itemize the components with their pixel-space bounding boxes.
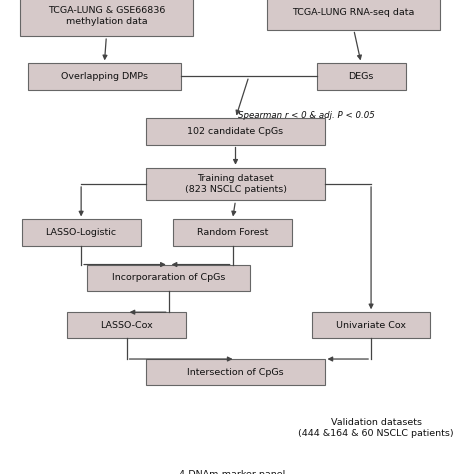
FancyBboxPatch shape: [128, 462, 337, 474]
FancyBboxPatch shape: [22, 219, 140, 246]
Text: Incorporaration of CpGs: Incorporaration of CpGs: [112, 273, 226, 282]
Text: Intersection of CpGs: Intersection of CpGs: [187, 368, 284, 377]
FancyBboxPatch shape: [312, 312, 430, 338]
FancyBboxPatch shape: [20, 0, 193, 36]
FancyBboxPatch shape: [87, 264, 250, 291]
Text: TCGA-LUNG RNA-seq data: TCGA-LUNG RNA-seq data: [292, 8, 415, 17]
Text: Random Forest: Random Forest: [197, 228, 268, 237]
Text: Training dataset
(823 NSCLC patients): Training dataset (823 NSCLC patients): [184, 174, 286, 194]
Text: Overlapping DMPs: Overlapping DMPs: [61, 72, 148, 81]
Text: Validation datasets
(444 &164 & 60 NSCLC patients): Validation datasets (444 &164 & 60 NSCLC…: [298, 418, 454, 438]
Text: LASSO-Logistic: LASSO-Logistic: [46, 228, 117, 237]
FancyBboxPatch shape: [146, 168, 325, 201]
Text: Spearman r < 0 & adj. P < 0.05: Spearman r < 0 & adj. P < 0.05: [238, 111, 375, 120]
FancyBboxPatch shape: [146, 359, 325, 385]
FancyBboxPatch shape: [67, 312, 186, 338]
FancyBboxPatch shape: [293, 411, 459, 445]
Text: TCGA-LUNG & GSE66836
methylation data: TCGA-LUNG & GSE66836 methylation data: [48, 6, 165, 26]
FancyBboxPatch shape: [173, 219, 292, 246]
FancyBboxPatch shape: [27, 63, 181, 90]
FancyBboxPatch shape: [267, 0, 440, 29]
FancyBboxPatch shape: [317, 63, 406, 90]
Text: LASSO-Cox: LASSO-Cox: [100, 321, 153, 330]
Text: 4-DNAm-marker panel: 4-DNAm-marker panel: [180, 470, 286, 474]
Text: Univariate Cox: Univariate Cox: [336, 321, 406, 330]
Text: DEGs: DEGs: [348, 72, 374, 81]
FancyBboxPatch shape: [146, 118, 325, 145]
Text: 102 candidate CpGs: 102 candidate CpGs: [187, 127, 283, 136]
